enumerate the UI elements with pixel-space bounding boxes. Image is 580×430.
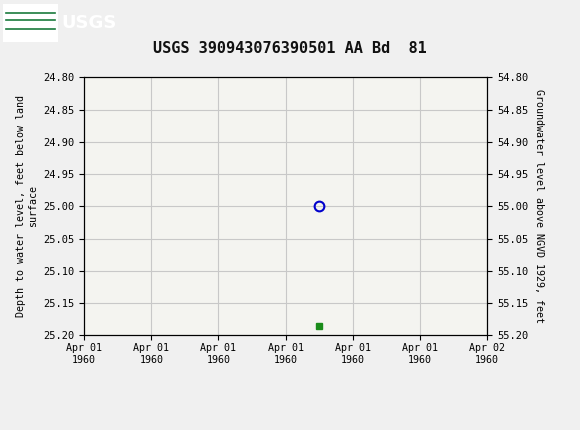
Bar [3,3,58,42]
Y-axis label: Groundwater level above NGVD 1929, feet: Groundwater level above NGVD 1929, feet [534,89,543,323]
Y-axis label: Depth to water level, feet below land
surface: Depth to water level, feet below land su… [16,95,38,317]
Text: USGS 390943076390501 AA Bd  81: USGS 390943076390501 AA Bd 81 [153,41,427,56]
Text: USGS: USGS [61,14,116,31]
